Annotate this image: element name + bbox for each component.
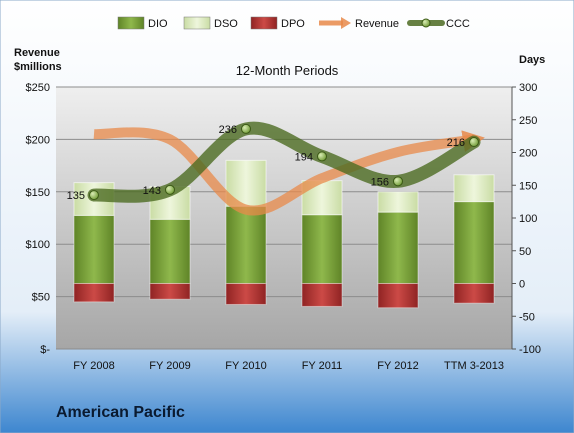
legend-label: Revenue: [355, 18, 399, 30]
left-axis-ticks: $- $50 $100 $150 $200 $250: [26, 82, 51, 356]
ccc-point: [317, 151, 327, 162]
right-axis-label: Days: [519, 54, 545, 66]
ccc-point: [89, 190, 99, 201]
dio-bar: [225, 205, 267, 285]
ccc-point: [241, 123, 251, 134]
dpo-bar: [377, 283, 419, 309]
right-tick-label: 100: [519, 213, 537, 225]
left-tick-label: $200: [26, 134, 50, 146]
ccc-data-label: 135: [67, 190, 85, 202]
left-tick-label: $50: [32, 292, 50, 304]
right-tick-label: 300: [519, 82, 537, 94]
dio-bar: [73, 214, 115, 285]
legend: DIO DSO DPO Revenue CCC: [117, 16, 470, 30]
legend-swatch-dio: [117, 16, 145, 30]
legend-swatch-dso: [183, 16, 211, 30]
left-tick-label: $-: [40, 344, 50, 356]
revenue-line: [93, 127, 485, 216]
dso-bar: [453, 174, 495, 203]
dio-bar: [377, 211, 419, 284]
right-tick-label: 200: [519, 148, 537, 160]
dpo-bar: [453, 283, 495, 304]
right-tick-label: 250: [519, 115, 537, 127]
legend-arrow-icon: [341, 17, 351, 29]
category-label: FY 2009: [149, 360, 190, 372]
dpo-bar: [301, 283, 343, 307]
company-name: American Pacific: [56, 404, 185, 421]
legend-label: DSO: [214, 18, 238, 30]
dso-bar: [377, 191, 419, 213]
category-label: TTM 3-2013: [444, 360, 504, 372]
left-tick-label: $100: [26, 239, 50, 251]
ccc-point: [165, 184, 175, 195]
chart-title: 12-Month Periods: [236, 63, 339, 78]
category-label: FY 2012: [377, 360, 418, 372]
ccc-data-label: 236: [219, 124, 237, 136]
category-label: FY 2011: [302, 360, 343, 372]
ccc-data-label: 194: [295, 151, 313, 163]
dpo-bar: [149, 283, 191, 300]
right-tick-label: 150: [519, 180, 537, 192]
dio-bar: [301, 214, 343, 285]
dpo-bar: [225, 283, 267, 305]
ccc-point: [393, 176, 403, 187]
left-axis-label-line1: Revenue: [14, 47, 60, 59]
category-label: FY 2010: [225, 360, 266, 372]
left-tick-label: $250: [26, 82, 50, 94]
legend-label: DPO: [281, 18, 305, 30]
dpo-bar: [73, 283, 115, 303]
left-tick-label: $150: [26, 187, 50, 199]
right-axis-ticks: -100 -50 0 50 100 150 200 250 300: [511, 82, 541, 356]
legend-dot-icon: [421, 18, 431, 28]
legend-swatch-dpo: [250, 16, 278, 30]
lines: 135 143 236 194 156 216: [67, 121, 485, 216]
right-tick-label: -100: [519, 344, 541, 356]
right-tick-label: 0: [519, 279, 525, 291]
ccc-data-label: 156: [371, 176, 389, 188]
category-label: FY 2008: [73, 360, 114, 372]
bars: [73, 159, 495, 309]
right-tick-label: 50: [519, 246, 531, 258]
ccc-point: [469, 137, 479, 148]
plot-area: [56, 87, 512, 349]
ccc-data-label: 143: [143, 185, 161, 197]
left-axis-label-line2: $millions: [14, 61, 62, 73]
legend-label: DIO: [148, 18, 168, 30]
dio-bar: [149, 218, 191, 284]
right-tick-label: -50: [519, 311, 535, 323]
ccc-data-label: 216: [447, 137, 465, 149]
category-labels: FY 2008 FY 2009 FY 2010 FY 2011 FY 2012 TTM 3…: [73, 360, 504, 372]
dio-bar: [453, 201, 495, 284]
legend-label: CCC: [446, 18, 470, 30]
